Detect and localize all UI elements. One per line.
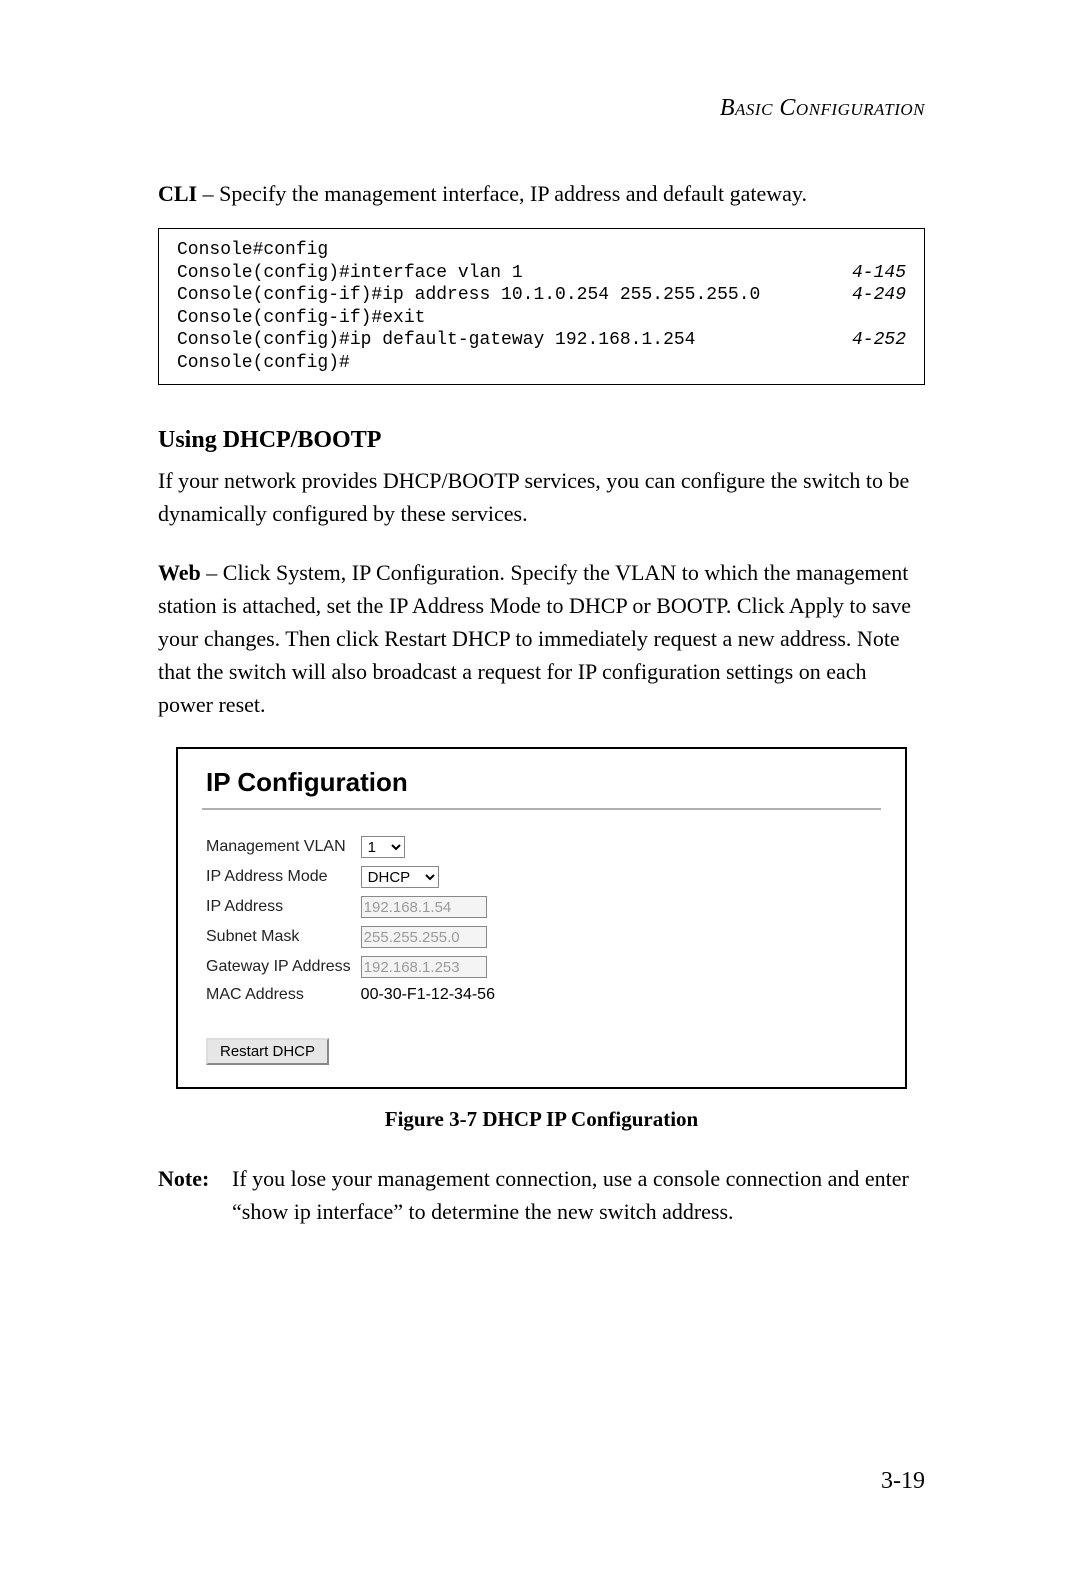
page-number: 3-19 <box>881 1468 925 1495</box>
paragraph: Web – Click System, IP Configuration. Sp… <box>158 556 925 721</box>
console-line: Console(config)# <box>177 352 906 375</box>
console-line: Console(config)#ip default-gateway 192.1… <box>177 329 906 352</box>
console-cmd: Console(config)#interface vlan 1 <box>177 262 523 285</box>
row-management-vlan: Management VLAN 1 <box>206 832 501 862</box>
label-management-vlan: Management VLAN <box>206 832 361 862</box>
figure-caption: Figure 3-7 DHCP IP Configuration <box>158 1107 925 1132</box>
console-ref <box>886 239 906 262</box>
cli-label: CLI <box>158 181 197 206</box>
console-line: Console(config-if)#ip address 10.1.0.254… <box>177 284 906 307</box>
section-heading: Using DHCP/BOOTP <box>158 427 925 454</box>
panel-title: IP Configuration <box>206 767 877 798</box>
console-cmd: Console(config)#ip default-gateway 192.1… <box>177 329 695 352</box>
console-ref: 4-252 <box>832 329 906 352</box>
label-subnet-mask: Subnet Mask <box>206 922 361 952</box>
ip-configuration-panel: IP Configuration Management VLAN 1 IP Ad… <box>176 747 907 1089</box>
gateway-ip-input <box>361 956 487 978</box>
console-ref: 4-145 <box>832 262 906 285</box>
console-cmd: Console(config-if)#exit <box>177 307 425 330</box>
restart-dhcp-button[interactable]: Restart DHCP <box>206 1038 329 1065</box>
cli-intro-text: – Specify the management interface, IP a… <box>197 181 807 206</box>
label-gateway-ip: Gateway IP Address <box>206 952 361 982</box>
console-cmd: Console(config-if)#ip address 10.1.0.254… <box>177 284 760 307</box>
row-gateway-ip: Gateway IP Address <box>206 952 501 982</box>
note-label: Note: <box>158 1162 232 1228</box>
row-ip-address: IP Address <box>206 892 501 922</box>
mac-address-value: 00-30-F1-12-34-56 <box>361 982 501 1008</box>
paragraph: If your network provides DHCP/BOOTP serv… <box>158 464 925 530</box>
panel-divider <box>202 808 881 810</box>
console-ref <box>886 352 906 375</box>
console-ref: 4-249 <box>832 284 906 307</box>
web-label: Web <box>158 560 201 585</box>
row-mac-address: MAC Address 00-30-F1-12-34-56 <box>206 982 501 1008</box>
page-header-title: Basic Configuration <box>158 95 925 122</box>
management-vlan-select[interactable]: 1 <box>361 836 405 858</box>
note-text: If you lose your management connection, … <box>232 1162 925 1228</box>
console-cmd: Console(config)# <box>177 352 350 375</box>
console-line: Console#config <box>177 239 906 262</box>
note-block: Note: If you lose your management connec… <box>158 1162 925 1228</box>
console-ref <box>886 307 906 330</box>
subnet-mask-input <box>361 926 487 948</box>
label-ip-address-mode: IP Address Mode <box>206 862 361 892</box>
ip-address-input <box>361 896 487 918</box>
label-ip-address: IP Address <box>206 892 361 922</box>
ip-config-form: Management VLAN 1 IP Address Mode DHCP I… <box>206 832 501 1008</box>
row-ip-address-mode: IP Address Mode DHCP <box>206 862 501 892</box>
ip-address-mode-select[interactable]: DHCP <box>361 866 439 888</box>
console-line: Console(config)#interface vlan 1 4-145 <box>177 262 906 285</box>
cli-intro: CLI – Specify the management interface, … <box>158 177 925 210</box>
document-page: Basic Configuration CLI – Specify the ma… <box>0 0 1080 1570</box>
console-line: Console(config-if)#exit <box>177 307 906 330</box>
console-cmd: Console#config <box>177 239 328 262</box>
console-output-box: Console#config Console(config)#interface… <box>158 228 925 385</box>
label-mac-address: MAC Address <box>206 982 361 1008</box>
web-paragraph-text: – Click System, IP Configuration. Specif… <box>158 560 911 717</box>
row-subnet-mask: Subnet Mask <box>206 922 501 952</box>
